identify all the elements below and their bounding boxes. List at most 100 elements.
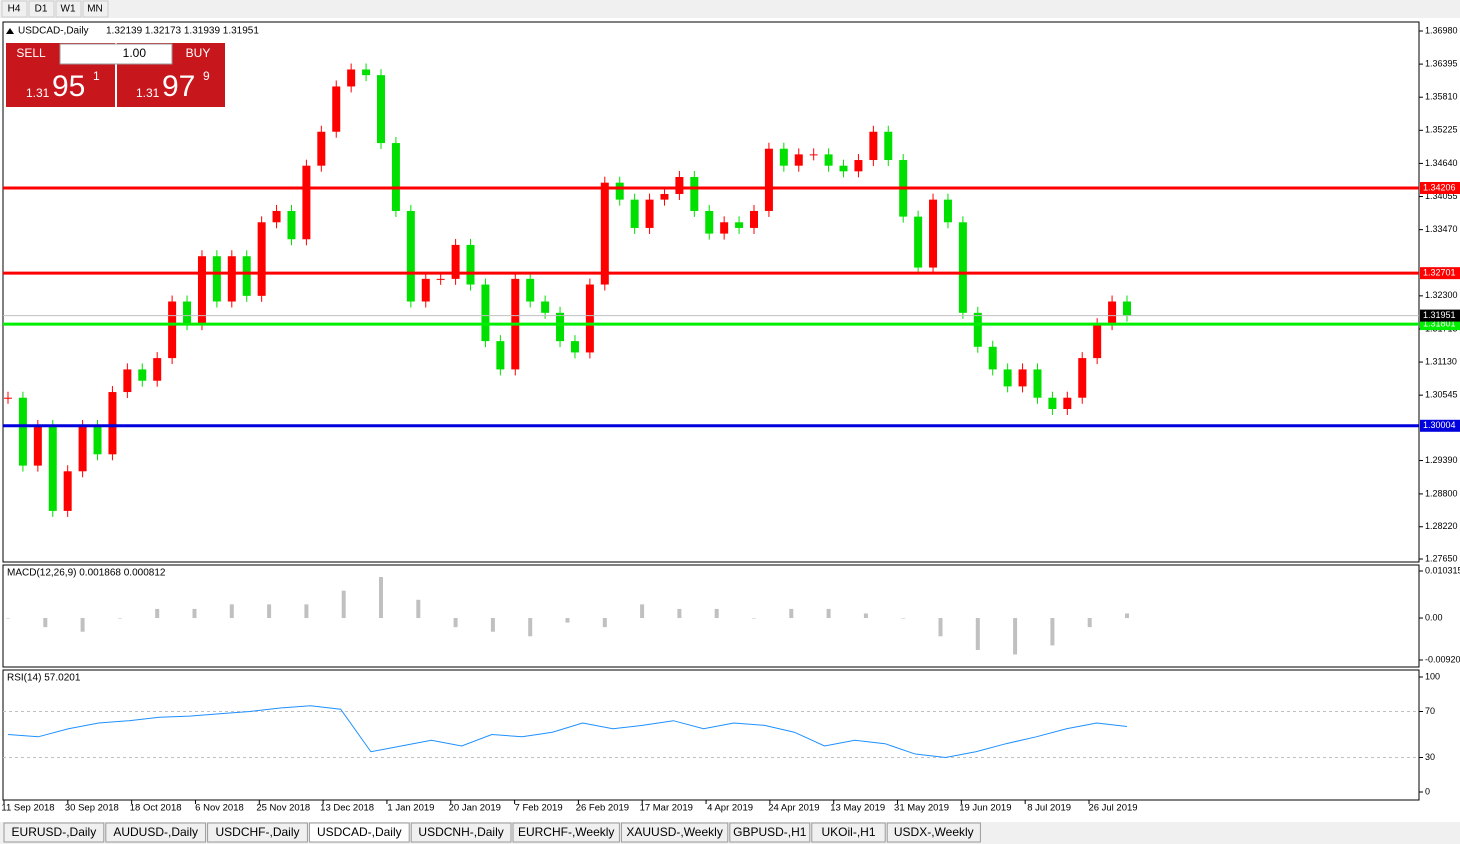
candle bbox=[645, 199, 654, 228]
chart-tab[interactable] bbox=[512, 822, 620, 843]
toolbar-label[interactable]: H4 bbox=[8, 4, 21, 15]
volume[interactable]: 1.00 bbox=[123, 46, 147, 60]
candle bbox=[377, 75, 385, 144]
toolbar-label[interactable]: W1 bbox=[61, 4, 76, 15]
chart-tab[interactable] bbox=[410, 822, 512, 843]
macd-bar bbox=[789, 608, 794, 619]
candle bbox=[1003, 369, 1012, 387]
chart-tab-label[interactable]: USDCHF-,Daily bbox=[216, 825, 300, 839]
chart-tab-label[interactable]: UKOil-,H1 bbox=[821, 825, 875, 839]
x-tick-label: 8 Jul 2019 bbox=[1027, 803, 1071, 814]
x-tick-label: 20 Jan 2019 bbox=[449, 803, 501, 814]
chart-tab-label[interactable]: USDCAD-,Daily bbox=[317, 825, 402, 839]
ask-small: 9 bbox=[203, 69, 210, 83]
chart-tab[interactable] bbox=[207, 822, 308, 843]
level-tag bbox=[1420, 181, 1460, 194]
candle bbox=[1093, 324, 1102, 359]
macd-bar bbox=[826, 608, 831, 619]
chart-tab[interactable] bbox=[105, 822, 207, 843]
ask-main: 97 bbox=[162, 70, 195, 103]
rsi-line bbox=[7, 705, 1128, 759]
chart-tab[interactable] bbox=[729, 822, 811, 843]
macd-bar bbox=[490, 618, 495, 632]
toolbar-button[interactable] bbox=[55, 0, 82, 18]
chart-tab-label[interactable]: XAUUSD-,Weekly bbox=[626, 825, 722, 839]
rsi-title: RSI(14) 57.0201 bbox=[7, 673, 81, 684]
chart-tab-label[interactable]: EURUSD-,Daily bbox=[12, 825, 97, 839]
y-tick-label: 0 bbox=[1425, 786, 1430, 796]
macd-bar bbox=[901, 618, 906, 619]
y-tick-label: 1.32300 bbox=[1425, 290, 1458, 300]
toolbar-button[interactable] bbox=[82, 0, 109, 18]
candle bbox=[764, 148, 773, 211]
toolbar-button[interactable] bbox=[1, 0, 28, 18]
candle bbox=[302, 165, 311, 240]
level-tag bbox=[1420, 267, 1460, 280]
chart-tab-label[interactable]: USDCNH-,Daily bbox=[418, 825, 503, 839]
candle bbox=[988, 346, 997, 370]
chart-tab[interactable] bbox=[886, 822, 981, 843]
chart-tab[interactable] bbox=[308, 822, 410, 843]
chart-tab-label[interactable]: USDX-,Weekly bbox=[894, 825, 974, 839]
candle bbox=[914, 216, 923, 268]
macd-bar bbox=[714, 608, 719, 619]
macd-bar bbox=[229, 604, 234, 619]
macd-bar bbox=[677, 608, 682, 619]
x-tick-label: 30 Sep 2018 bbox=[65, 803, 119, 814]
volume-box[interactable] bbox=[59, 43, 173, 65]
macd-bar bbox=[640, 604, 645, 619]
candle bbox=[958, 222, 967, 313]
candle bbox=[78, 426, 87, 472]
candle bbox=[779, 148, 788, 166]
y-tick-label: 1.30545 bbox=[1425, 390, 1458, 400]
candle bbox=[1123, 301, 1131, 316]
y-tick-label: 1.31130 bbox=[1425, 356, 1457, 366]
candle bbox=[466, 244, 475, 285]
bid-main: 95 bbox=[52, 70, 85, 103]
chart-tab[interactable] bbox=[620, 822, 729, 843]
macd-title: MACD(12,26,9) 0.001868 0.000812 bbox=[7, 568, 166, 579]
y-tick-label: 0.00 bbox=[1425, 612, 1443, 622]
macd-bar bbox=[602, 618, 607, 628]
macd-bar bbox=[267, 604, 272, 619]
chart-tab[interactable] bbox=[811, 822, 886, 843]
chart-tab-label[interactable]: EURCHF-,Weekly bbox=[518, 825, 614, 839]
macd-bar bbox=[1125, 613, 1129, 619]
candle bbox=[690, 177, 699, 211]
level-label: 1.34206 bbox=[1423, 182, 1456, 192]
macd-bar bbox=[80, 618, 85, 632]
macd-bar bbox=[379, 576, 383, 619]
candle bbox=[451, 244, 460, 279]
level-label: 1.32701 bbox=[1423, 268, 1456, 278]
candle bbox=[809, 154, 818, 156]
candle bbox=[570, 341, 579, 353]
collapse-icon[interactable] bbox=[6, 28, 14, 34]
x-tick-label: 31 May 2019 bbox=[894, 803, 949, 814]
candle bbox=[556, 312, 565, 342]
chart-tab-label[interactable]: AUDUSD-,Daily bbox=[113, 825, 198, 839]
candle bbox=[675, 177, 684, 194]
candle bbox=[869, 131, 878, 161]
chart-tab[interactable] bbox=[3, 822, 105, 843]
candle bbox=[1108, 301, 1117, 325]
toolbar-button[interactable] bbox=[28, 0, 55, 18]
macd-bar bbox=[117, 618, 122, 619]
y-tick-label: 1.33470 bbox=[1425, 224, 1458, 234]
candle bbox=[317, 131, 326, 166]
macd-bar bbox=[938, 618, 943, 637]
candle bbox=[93, 426, 102, 455]
toolbar-label[interactable]: MN bbox=[87, 4, 103, 15]
macd-bar bbox=[528, 618, 533, 637]
candle bbox=[1078, 358, 1087, 398]
x-tick-label: 19 Jun 2019 bbox=[959, 803, 1011, 814]
y-tick-label: -0.009203 bbox=[1425, 654, 1460, 664]
buy-button[interactable]: BUY bbox=[186, 46, 211, 60]
toolbar-label[interactable]: D1 bbox=[35, 4, 48, 15]
candle bbox=[108, 392, 117, 455]
candle bbox=[347, 69, 356, 87]
candle bbox=[227, 256, 236, 302]
sell-button[interactable]: SELL bbox=[16, 46, 46, 60]
chart-tab-label[interactable]: GBPUSD-,H1 bbox=[733, 825, 807, 839]
candle bbox=[541, 301, 550, 313]
